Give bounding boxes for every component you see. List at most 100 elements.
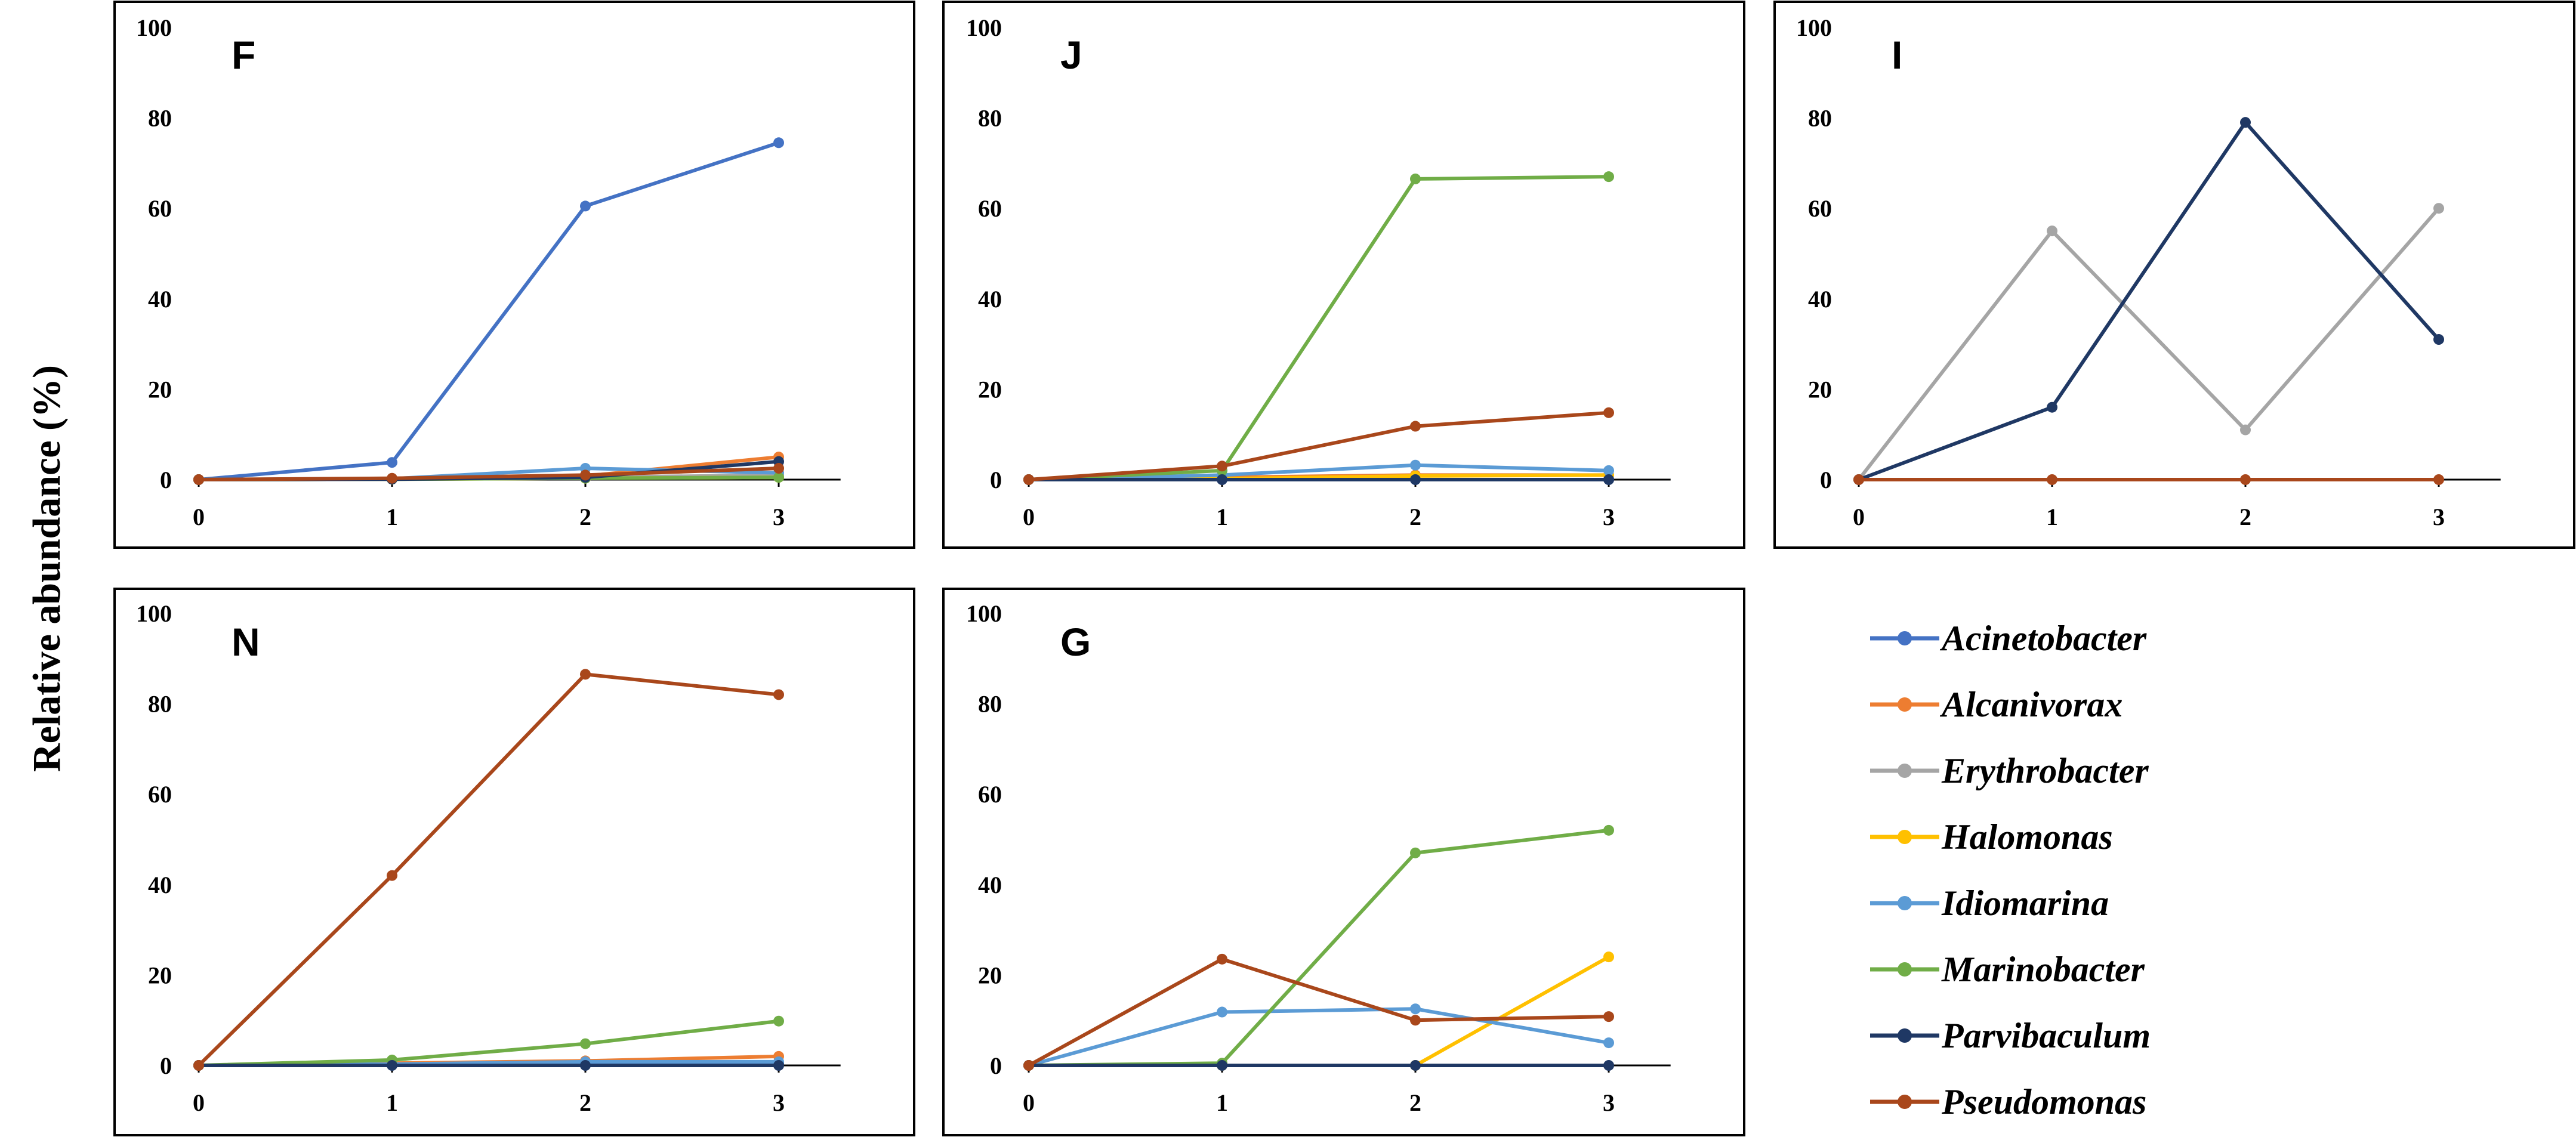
legend-item-halomonas: Halomonas (1870, 817, 2113, 857)
legend-label: Acinetobacter (1939, 619, 2147, 658)
panel-i: 0 20 40 60 80 100 0 1 2 3 I (1773, 1, 2575, 549)
series-pseudomonas (193, 463, 784, 485)
data-point (1410, 421, 1421, 432)
series-pseudomonas (1023, 953, 1614, 1071)
data-point (580, 669, 591, 680)
data-point (1217, 953, 1227, 965)
data-point (773, 472, 784, 483)
series-parvibaculum (1023, 1060, 1614, 1071)
legend-label: Erythrobacter (1941, 751, 2149, 790)
panel-title: F (232, 33, 255, 77)
data-point (1603, 171, 1614, 183)
data-point (2433, 334, 2444, 345)
x-tick-label: 0 (193, 503, 205, 530)
series-erythrobacter (1853, 203, 2444, 485)
data-point (1023, 1060, 1034, 1071)
data-point (1217, 1006, 1227, 1018)
data-point (580, 1038, 591, 1049)
series-line (198, 1019, 779, 1067)
panel-title: N (232, 620, 260, 664)
y-tick-label: 80 (978, 105, 1002, 132)
data-point (1603, 407, 1614, 418)
panel-title: J (1060, 33, 1082, 77)
panel-frame (1773, 1, 2575, 549)
data-point (773, 137, 784, 149)
panel-g: 0 20 40 60 80 100 0 1 2 3 G (942, 588, 1745, 1136)
y-tick-label: 0 (1820, 466, 1832, 493)
data-point (2433, 474, 2444, 485)
series-line (198, 141, 779, 481)
y-tick-label: 60 (978, 781, 1002, 808)
data-point (580, 1060, 591, 1071)
legend-marker (1898, 1028, 1912, 1043)
data-point (1410, 459, 1421, 471)
x-tick-label: 2 (1409, 1089, 1421, 1116)
y-tick-label: 20 (148, 962, 172, 988)
x-tick-label: 2 (579, 503, 591, 530)
y-tick-label: 20 (1808, 376, 1832, 403)
panel-title: G (1060, 620, 1091, 664)
series-line (198, 466, 779, 481)
data-point (1410, 474, 1421, 485)
y-tick-label: 40 (978, 872, 1002, 898)
panel-frame (942, 1, 1745, 549)
legend-label: Parvibaculum (1941, 1016, 2151, 1055)
legend-item-alcanivorax: Alcanivorax (1870, 685, 2122, 724)
y-tick-label: 40 (148, 286, 172, 313)
data-point (193, 474, 204, 485)
legend-label: Pseudomonas (1941, 1082, 2146, 1121)
data-point (580, 200, 591, 212)
data-point (2240, 117, 2251, 128)
y-tick-label: 80 (978, 691, 1002, 718)
panel-frame (113, 1, 915, 549)
y-tick-label: 0 (160, 1052, 172, 1079)
y-tick-label: 60 (148, 195, 172, 222)
legend-item-marinobacter: Marinobacter (1870, 950, 2145, 989)
x-tick-label: 3 (2433, 503, 2445, 530)
y-tick-label: 100 (966, 14, 1002, 41)
series-line (197, 672, 779, 1067)
y-tick-label: 80 (1808, 105, 1832, 132)
y-tick-label: 100 (1796, 14, 1832, 41)
legend-item-erythrobacter: Erythrobacter (1870, 751, 2149, 790)
y-tick-label: 60 (148, 781, 172, 808)
panel-title: I (1892, 33, 1902, 77)
panel-frame (113, 588, 915, 1136)
x-tick-label: 1 (1216, 1089, 1228, 1116)
data-point (1603, 1037, 1614, 1049)
data-point (1603, 465, 1614, 476)
y-tick-label: 80 (148, 105, 172, 132)
data-point (387, 472, 397, 484)
data-point (580, 469, 591, 481)
data-point (387, 457, 397, 468)
data-point (773, 463, 784, 474)
data-point (2240, 424, 2251, 435)
y-tick-label: 60 (978, 195, 1002, 222)
panel-j: 0 20 40 60 80 100 0 1 2 3 J (942, 1, 1745, 549)
series-line (1028, 957, 1609, 1067)
y-tick-label: 20 (148, 376, 172, 403)
y-tick-label: 40 (1808, 286, 1832, 313)
panel-frame (942, 588, 1745, 1136)
x-tick-label: 3 (773, 1089, 785, 1116)
x-tick-label: 1 (1216, 503, 1228, 530)
data-point (2047, 225, 2057, 237)
data-point (1603, 1060, 1614, 1071)
data-point (387, 870, 397, 881)
legend-marker (1898, 896, 1912, 910)
legend-marker (1898, 962, 1912, 977)
data-point (1217, 1060, 1227, 1071)
y-tick-label: 100 (136, 600, 172, 627)
x-tick-label: 3 (1603, 1089, 1615, 1116)
data-point (773, 1015, 784, 1027)
data-point (1410, 1015, 1421, 1026)
legend-label: Marinobacter (1941, 950, 2145, 989)
data-point (193, 1060, 204, 1071)
data-point (2433, 203, 2444, 214)
data-point (1853, 474, 1864, 485)
data-point (773, 1060, 784, 1071)
y-tick-label: 20 (978, 376, 1002, 403)
legend-marker (1898, 1095, 1912, 1109)
x-tick-label: 1 (386, 1089, 398, 1116)
